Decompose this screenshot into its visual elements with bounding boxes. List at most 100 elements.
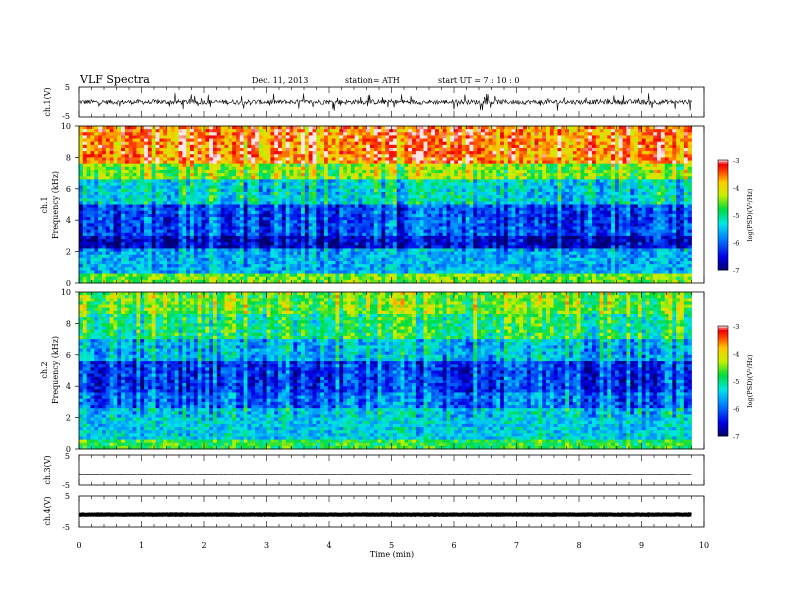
ch1-spectrogram-cell [128, 154, 133, 158]
ch1-spectrogram-cell [530, 210, 535, 215]
ch1-spectrogram-cell [588, 154, 593, 158]
ch1-spectrogram-cell [404, 179, 409, 183]
ch1-spectrogram-cell [637, 217, 643, 221]
ch1-spectrogram-cell [611, 204, 616, 209]
ch1-spectrogram-cell [392, 135, 398, 139]
ch1-spectrogram-cell [243, 141, 248, 146]
ch1-spectrogram-cell [503, 166, 509, 171]
ch1-spectrogram-cell [339, 144, 344, 149]
ch1-spectrogram-cell [369, 163, 375, 168]
ch1-spectrogram-cell [553, 213, 558, 218]
ch1-spectrogram-cell [343, 173, 348, 177]
ch1-spectrogram-cell [350, 188, 356, 193]
ch1-spectrogram-cell [431, 157, 436, 161]
ch1-spectrogram-cell [212, 144, 218, 149]
ch1-spectrogram-cell [591, 195, 597, 199]
ch1-spectrogram-cell [182, 138, 187, 143]
ch1-spectrogram-cell [515, 138, 520, 143]
ch1-spectrogram-cell [182, 151, 187, 155]
ch1-spectrogram-cell [435, 135, 440, 139]
ch1-spectrogram-cell [270, 207, 275, 212]
ch1-spectrogram-cell [205, 151, 210, 155]
ch1-spectrogram-cell [488, 138, 493, 143]
ch1-spectrogram-cell [591, 220, 597, 224]
ch1-spectrogram-cell [304, 185, 310, 190]
ch1-spectrogram-cell [561, 201, 566, 205]
ch1-spectrogram-cell [683, 213, 689, 218]
ch1-spectrogram-cell [542, 166, 547, 171]
ch1-spectrogram-cell [595, 217, 601, 221]
ch1-spectrogram-cell [232, 210, 237, 215]
ch1-spectrogram-cell [369, 195, 375, 199]
ch1-spectrogram-cell [523, 126, 528, 130]
ch1-spectrogram-cell [94, 213, 99, 218]
ch1-spectrogram-cell [362, 135, 367, 139]
ch1-spectrogram-cell [220, 147, 225, 152]
ch1-spectrogram-cell [228, 176, 233, 180]
ch1-spectrogram-cell [492, 141, 497, 146]
ch1-spectrogram-cell [618, 169, 623, 174]
ch1-spectrogram-cell [450, 185, 455, 190]
ch1-spectrogram-cell [419, 163, 424, 168]
ch1-spectrogram-cell [423, 157, 428, 161]
ch1-spectrogram-cell [167, 160, 172, 165]
ch1-spectrogram-cell [147, 173, 153, 177]
ch1-spectrogram-cell [90, 188, 95, 193]
ch1-spectrogram-cell [140, 147, 145, 152]
ch1-spectrogram-cell [496, 163, 501, 168]
ch1-spectrogram-cell [239, 132, 245, 136]
ch1-spectrogram-cell [331, 141, 336, 146]
ch1-spectrogram-cell [128, 217, 133, 221]
ch1-spectrogram-cell [668, 157, 673, 161]
ch1-spectrogram-cell [209, 213, 214, 218]
ch1-spectrogram-cell [477, 141, 482, 146]
ch1-spectrogram-cell [358, 220, 363, 224]
ch1-spectrogram-cell [373, 160, 378, 165]
ch1-spectrogram-cell [369, 210, 375, 215]
ch1-spectrogram-cell [377, 132, 382, 136]
ch1-spectrogram-cell [660, 179, 666, 183]
ch1-spectrogram-cell [281, 182, 287, 187]
ch1-spectrogram-cell [132, 210, 137, 215]
ch1-spectrogram-cell [457, 195, 463, 199]
ch1-spectrogram-cell [614, 166, 620, 171]
ch1-spectrogram-cell [262, 188, 267, 193]
ch1-spectrogram-cell [676, 163, 681, 168]
ch1-spectrogram-cell [86, 169, 91, 174]
ch1-spectrogram-cell [408, 160, 413, 165]
ch1-spectrogram-cell [117, 198, 122, 202]
ch1-spectrogram-cell [680, 195, 685, 199]
ch1-spectrogram-cell [312, 132, 317, 136]
ch1-spectrogram-cell [324, 188, 329, 193]
ch1-spectrogram-cell [595, 173, 601, 177]
ch1-spectrogram-cell [538, 213, 543, 218]
ch1-spectrogram-cell [224, 144, 229, 149]
ch1-spectrogram-cell [427, 166, 432, 171]
ch1-spectrogram-cell [285, 157, 290, 161]
ch1-spectrogram-cell [258, 201, 264, 205]
ch1-spectrogram-cell [668, 188, 673, 193]
ch1-spectrogram-cell [262, 179, 267, 183]
ch1-spectrogram-cell [603, 198, 608, 202]
ch1-spectrogram-cell [415, 163, 421, 168]
ch1-spectrogram-cell [350, 173, 356, 177]
ch1-spectrogram-cell [511, 217, 516, 221]
ch1-spectrogram-cell [511, 157, 516, 161]
ch1-spectrogram-cell [163, 213, 168, 218]
ch1-spectrogram-cell [343, 126, 348, 130]
ch1-spectrogram-cell [331, 201, 336, 205]
ch1-spectrogram-cell [607, 179, 612, 183]
ch1-spectrogram-cell [320, 201, 325, 205]
ch1-spectrogram-cell [480, 220, 486, 224]
ch1-spectrogram-cell [79, 169, 84, 174]
ch1-spectrogram-cell [442, 135, 447, 139]
ch1-spectrogram-cell [163, 179, 168, 183]
ch1-spectrogram-cell [400, 198, 405, 202]
ch1-spectrogram-cell [553, 182, 558, 187]
ch1-spectrogram-cell [86, 210, 91, 215]
ch1-spectrogram-cell [132, 132, 137, 136]
ch1-spectrogram-cell [94, 160, 99, 165]
ch1-spectrogram-cell [320, 179, 325, 183]
ch1-spectrogram-cell [163, 135, 168, 139]
ch1-spectrogram-cell [580, 157, 585, 161]
